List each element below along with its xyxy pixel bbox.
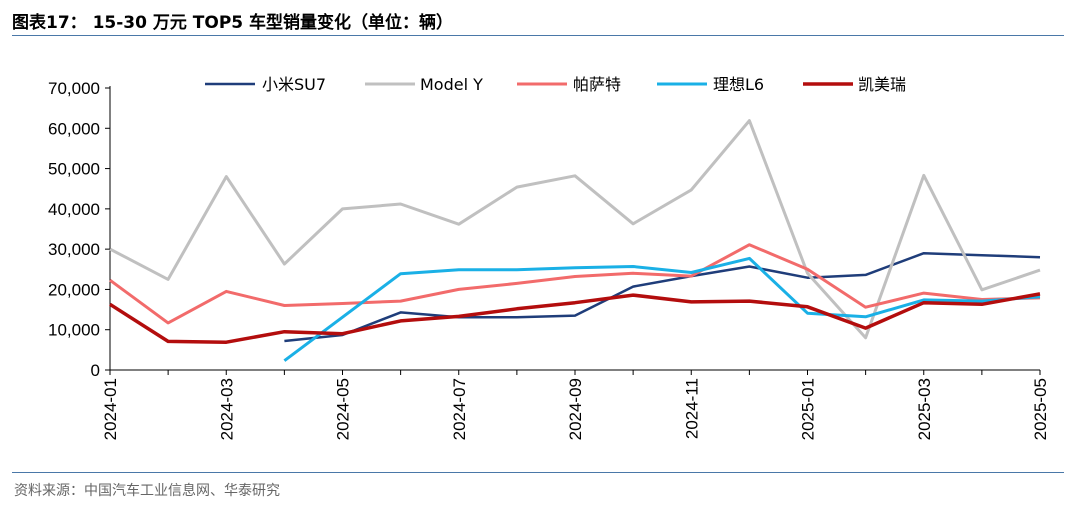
series-line-4 [283, 256, 1041, 362]
x-tick-label: 2024-05 [334, 378, 353, 440]
series-line-3 [109, 243, 1041, 325]
x-tick-label: 2025-03 [915, 378, 934, 440]
y-tick-label: 70,000 [48, 79, 100, 98]
chart-title: 图表17： 15-30 万元 TOP5 车型销量变化（单位：辆） [12, 13, 454, 33]
x-tick-label: 2024-11 [682, 378, 701, 439]
x-tick-label: 2024-01 [101, 378, 120, 440]
x-tick-label: 2024-09 [566, 378, 585, 440]
x-tick-label: 2025-05 [1031, 378, 1050, 440]
legend-label-3: 帕萨特 [573, 75, 621, 94]
source-note: 资料来源：中国汽车工业信息网、华泰研究 [14, 483, 280, 499]
y-tick-label: 10,000 [48, 321, 100, 340]
y-tick-label: 0 [91, 361, 100, 380]
x-tick-label: 2024-03 [217, 378, 236, 440]
series-layer [109, 119, 1041, 362]
legend-label-2: Model Y [420, 75, 483, 94]
y-tick-label: 50,000 [48, 160, 100, 179]
legend-label-5: 凯美瑞 [858, 75, 906, 94]
x-tick-label: 2025-01 [799, 378, 818, 440]
y-tick-label: 20,000 [48, 280, 100, 299]
y-tick-label: 40,000 [48, 200, 100, 219]
series-line-1 [284, 251, 1041, 343]
x-tick-label: 2024-07 [450, 378, 469, 440]
series-line-5 [109, 292, 1041, 344]
legend-label-4: 理想L6 [713, 75, 764, 94]
series-line-2 [109, 119, 1041, 340]
y-tick-label: 30,000 [48, 240, 100, 259]
axes: 0 10,000 20,000 30,000 40,000 50,000 60,000 70,… [48, 79, 1050, 440]
title-divider [12, 35, 1064, 36]
source-divider [12, 472, 1064, 473]
y-tick-label: 60,000 [48, 119, 100, 138]
legend: 小米SU7 Model Y 帕萨特 理想L6 凯美瑞 [205, 75, 906, 94]
legend-label-1: 小米SU7 [262, 75, 326, 94]
